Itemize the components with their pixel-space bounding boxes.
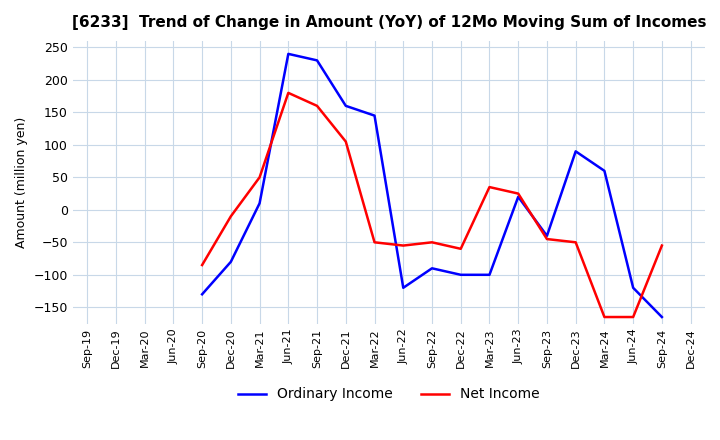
Y-axis label: Amount (million yen): Amount (million yen) (15, 117, 28, 248)
Legend: Ordinary Income, Net Income: Ordinary Income, Net Income (233, 382, 545, 407)
Title: [6233]  Trend of Change in Amount (YoY) of 12Mo Moving Sum of Incomes: [6233] Trend of Change in Amount (YoY) o… (72, 15, 706, 30)
